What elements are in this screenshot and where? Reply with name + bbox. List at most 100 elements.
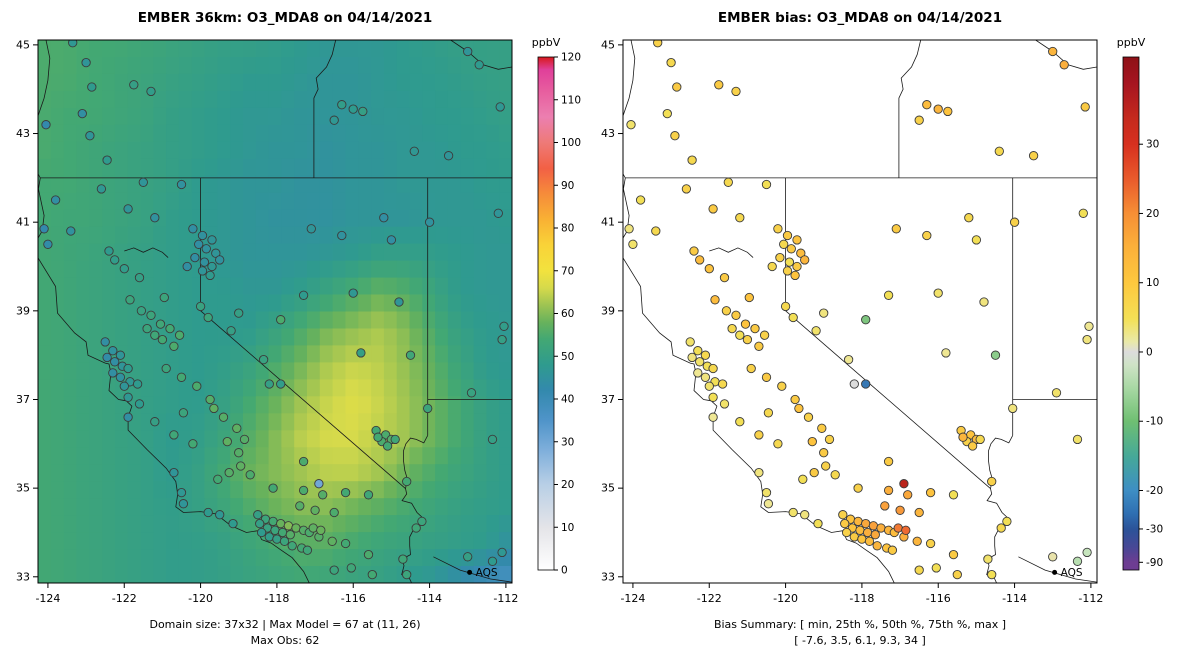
station-point [773, 439, 783, 449]
axis-ticks: -124 -122 -120 -118 -116 -114 -112 33 35 37 39 41 43… [601, 38, 1103, 605]
y-tick-label: 41 [601, 216, 615, 229]
station-point [788, 312, 798, 323]
station-point [759, 330, 770, 340]
left-panel-plot: AQS -124 -122 -120 -118 -116 -114 -112 33 35 37 39 4… [16, 36, 581, 605]
station-point [224, 467, 234, 478]
map-outline-layer [623, 40, 1097, 583]
station-point [996, 523, 1006, 533]
x-tick-label: -116 [926, 592, 951, 605]
x-tick-label: -116 [341, 592, 366, 605]
station-point [104, 246, 114, 256]
station-point [188, 224, 198, 234]
station-point [895, 505, 905, 515]
station-point [719, 399, 730, 409]
station-point [497, 547, 507, 558]
station-point [222, 436, 232, 447]
station-point [402, 476, 412, 487]
y-tick-label: 43 [16, 127, 30, 140]
station-point [790, 270, 800, 281]
outline-az-border-segment [1018, 556, 1097, 583]
colorbar-tick-label: 60 [561, 308, 574, 320]
colorbar-tick-label: 40 [561, 394, 574, 406]
station-point [887, 545, 898, 555]
station-point [861, 315, 871, 325]
station-point [182, 261, 192, 272]
station-point [666, 57, 676, 68]
colorbar-tick-label: 100 [561, 137, 581, 149]
colorbar-tick-label: 50 [561, 351, 574, 363]
station-point [123, 363, 133, 374]
station-point [239, 434, 250, 445]
station-point [700, 372, 711, 382]
station-point [348, 104, 358, 114]
station-point [308, 523, 318, 533]
x-tick-label: -112 [1078, 592, 1103, 605]
station-point [948, 549, 959, 560]
station-point [967, 441, 978, 451]
station-point [662, 108, 672, 119]
station-point [203, 507, 213, 518]
station-point [87, 82, 97, 92]
colorbar-tick-label: 20 [561, 479, 574, 491]
station-point [754, 467, 764, 478]
station-point [931, 563, 941, 573]
station-point [195, 301, 206, 312]
x-tick-label: -118 [264, 592, 289, 605]
station-point [841, 527, 852, 538]
station-point [626, 120, 636, 130]
station-point [310, 505, 320, 515]
outline-pit-river [124, 247, 169, 258]
station-point [134, 272, 145, 283]
station-point [708, 392, 718, 402]
station-point [306, 224, 316, 234]
station-point [236, 461, 246, 471]
station-point [209, 403, 219, 414]
station-point [689, 246, 699, 256]
station-point [798, 474, 808, 484]
station-point [775, 252, 785, 263]
station-point [754, 430, 764, 440]
station-point [169, 467, 179, 478]
station-point [81, 57, 91, 68]
station-point [761, 487, 772, 498]
station-point [373, 432, 383, 442]
station-point [165, 323, 175, 334]
station-point [672, 82, 682, 92]
colorbar-tick-label: 90 [561, 180, 574, 192]
aqs-legend-dot [1052, 569, 1058, 575]
station-point [952, 569, 962, 580]
station-point [161, 363, 171, 374]
y-tick-label: 39 [16, 304, 30, 317]
station-point [298, 290, 309, 300]
station-point [203, 312, 213, 323]
station-point [218, 412, 229, 422]
station-point [253, 510, 263, 520]
station-point [50, 195, 61, 205]
station-point [348, 288, 358, 298]
station-point [463, 46, 473, 57]
left-caption-line1: Domain size: 37x32 | Max Model = 67 at (… [149, 618, 421, 631]
x-tick-label: -124 [35, 592, 60, 605]
station-point [199, 257, 210, 267]
station-point [379, 213, 389, 223]
station-point [169, 430, 179, 440]
station-point [794, 403, 804, 414]
station-point [207, 235, 217, 245]
station-point [635, 195, 646, 205]
station-point [150, 330, 160, 340]
station-point [487, 556, 498, 566]
station-point [767, 261, 777, 272]
station-point [132, 379, 143, 389]
station-point [979, 297, 989, 307]
colorbar-tick-label: 20 [1146, 208, 1159, 220]
station-point [780, 301, 791, 312]
station-point [800, 510, 810, 520]
station-point [735, 213, 745, 223]
station-point [255, 518, 265, 529]
station-point [876, 523, 886, 533]
station-point [704, 381, 714, 391]
station-point [409, 146, 419, 156]
y-tick-label: 35 [601, 482, 615, 495]
station-point [925, 538, 936, 549]
station-point [417, 516, 427, 527]
